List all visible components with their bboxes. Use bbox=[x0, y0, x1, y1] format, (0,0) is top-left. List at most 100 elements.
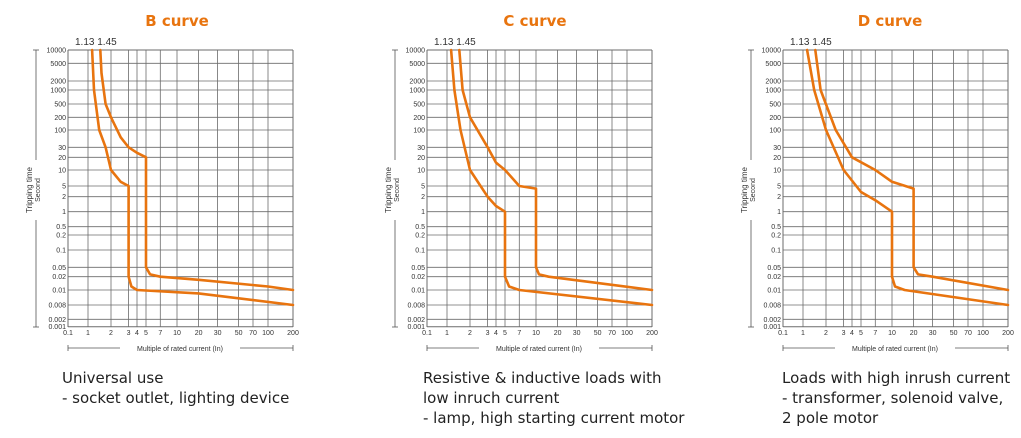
y-tick-label: 10 bbox=[417, 168, 425, 175]
c-curve-chart: 0.1 1 2 3 4 5 7 10 20 30 50 70 100 200100005000200010… bbox=[379, 37, 658, 353]
x-tick-label: 7 bbox=[873, 330, 877, 337]
y-tick-label: 30 bbox=[58, 145, 66, 152]
threshold-labels: 1.13 1.45 bbox=[434, 37, 476, 48]
x-tick-label: 2 bbox=[109, 330, 113, 337]
y-tick-label: 100 bbox=[769, 128, 781, 135]
x-tick-label: 100 bbox=[977, 330, 989, 337]
x-tick-label: 50 bbox=[950, 330, 958, 337]
y-tick-label: 1000 bbox=[409, 88, 425, 95]
y-tick-label: 0.008 bbox=[48, 303, 66, 310]
y-tick-label: 100 bbox=[54, 128, 66, 135]
c-curve-title: C curve bbox=[503, 12, 567, 30]
x-tick-label: 70 bbox=[608, 330, 616, 337]
x-tick-label: 70 bbox=[964, 330, 972, 337]
d-curve-chart: 0.1 1 2 3 4 5 7 10 20 30 50 70 100 200100005000200010… bbox=[735, 37, 1014, 353]
y-tick-label: 20 bbox=[773, 155, 781, 162]
y-tick-label: 0.001 bbox=[48, 324, 66, 331]
y-tick-label: 200 bbox=[413, 115, 425, 122]
y-tick-label: 5 bbox=[62, 184, 66, 191]
d-curve-description: Loads with high inrush current - transfo… bbox=[782, 368, 1010, 428]
y-axis-unit: Second bbox=[750, 178, 757, 202]
y-tick-label: 10 bbox=[773, 168, 781, 175]
y-tick-label: 200 bbox=[54, 115, 66, 122]
y-tick-label: 30 bbox=[773, 145, 781, 152]
y-tick-label: 5000 bbox=[409, 61, 425, 68]
y-tick-label: 0.05 bbox=[767, 265, 781, 272]
desc-line: Universal use bbox=[62, 369, 164, 387]
x-tick-label: 10 bbox=[888, 330, 896, 337]
x-tick-label: 20 bbox=[195, 330, 203, 337]
x-tick-label: 20 bbox=[910, 330, 918, 337]
desc-line: - socket outlet, lighting device bbox=[62, 389, 290, 407]
y-tick-label: 20 bbox=[58, 155, 66, 162]
x-tick-label: 1 bbox=[86, 330, 90, 337]
y-tick-label: 0.1 bbox=[771, 248, 781, 255]
y-tick-label: 0.01 bbox=[52, 288, 66, 295]
y-tick-label: 10000 bbox=[47, 48, 67, 55]
desc-line: low inruch current bbox=[423, 389, 560, 407]
x-tick-label: 10 bbox=[532, 330, 540, 337]
y-tick-label: 2000 bbox=[765, 79, 781, 86]
x-tick-label: 5 bbox=[144, 330, 148, 337]
y-tick-label: 0.02 bbox=[52, 274, 66, 281]
y-tick-label: 1 bbox=[421, 209, 425, 216]
threshold-labels: 1.13 1.45 bbox=[790, 37, 832, 48]
y-tick-label: 5000 bbox=[765, 61, 781, 68]
b-curve-chart: 0.1 1 2 3 4 5 7 10 20 30 50 70 100 200100005000200010… bbox=[20, 37, 299, 353]
y-tick-label: 30 bbox=[417, 145, 425, 152]
y-tick-label: 5 bbox=[777, 184, 781, 191]
trip-curve-upper bbox=[98, 48, 295, 292]
y-tick-label: 0.5 bbox=[771, 224, 781, 231]
y-tick-label: 0.2 bbox=[415, 233, 425, 240]
ylabel-bg bbox=[20, 160, 46, 220]
y-tick-label: 0.001 bbox=[763, 324, 781, 331]
plot-area: 0.1 1 2 3 4 5 7 10 20 30 50 70 100 200100005000200010… bbox=[379, 37, 658, 353]
desc-line: 2 pole motor bbox=[782, 409, 879, 427]
y-tick-label: 5000 bbox=[50, 61, 66, 68]
y-tick-label: 0.01 bbox=[411, 288, 425, 295]
y-tick-label: 0.002 bbox=[763, 317, 781, 324]
y-tick-label: 100 bbox=[413, 128, 425, 135]
y-tick-label: 2000 bbox=[50, 79, 66, 86]
y-tick-label: 0.02 bbox=[411, 274, 425, 281]
y-axis-label: Tripping time bbox=[25, 166, 34, 212]
y-tick-label: 0.1 bbox=[415, 248, 425, 255]
y-tick-label: 1000 bbox=[765, 88, 781, 95]
y-tick-label: 500 bbox=[769, 102, 781, 109]
x-tick-label: 4 bbox=[494, 330, 498, 337]
y-tick-label: 5 bbox=[421, 184, 425, 191]
y-tick-label: 1000 bbox=[50, 88, 66, 95]
y-tick-label: 2 bbox=[777, 194, 781, 201]
x-tick-label: 70 bbox=[249, 330, 257, 337]
plot-area: 0.1 1 2 3 4 5 7 10 20 30 50 70 100 200100005000200010… bbox=[20, 37, 299, 353]
y-tick-label: 0.05 bbox=[52, 265, 66, 272]
y-tick-label: 0.05 bbox=[411, 265, 425, 272]
d-curve-title: D curve bbox=[857, 12, 923, 30]
desc-line: - transformer, solenoid valve, bbox=[782, 389, 1004, 407]
x-tick-label: 10 bbox=[173, 330, 181, 337]
y-tick-label: 500 bbox=[54, 102, 66, 109]
x-tick-label: 1 bbox=[801, 330, 805, 337]
x-tick-label: 3 bbox=[127, 330, 131, 337]
x-tick-label: 2 bbox=[468, 330, 472, 337]
x-tick-label: 0.1 bbox=[778, 330, 788, 337]
x-tick-label: 1 bbox=[445, 330, 449, 337]
x-tick-label: 200 bbox=[646, 330, 658, 337]
y-tick-label: 2000 bbox=[409, 79, 425, 86]
y-axis-label: Tripping time bbox=[384, 166, 393, 212]
trip-curve-lower bbox=[449, 48, 654, 307]
y-tick-label: 10 bbox=[58, 168, 66, 175]
x-tick-label: 4 bbox=[135, 330, 139, 337]
x-tick-label: 30 bbox=[573, 330, 581, 337]
x-tick-label: 4 bbox=[850, 330, 854, 337]
desc-line: Loads with high inrush current bbox=[782, 369, 1011, 387]
x-axis-label: Multiple of rated current (In) bbox=[137, 346, 223, 353]
trip-curve-upper bbox=[457, 48, 654, 292]
y-tick-label: 2 bbox=[421, 194, 425, 201]
y-tick-label: 2 bbox=[62, 194, 66, 201]
y-tick-label: 0.2 bbox=[56, 233, 66, 240]
x-tick-label: 5 bbox=[859, 330, 863, 337]
x-tick-label: 20 bbox=[554, 330, 562, 337]
x-tick-label: 200 bbox=[287, 330, 299, 337]
y-tick-label: 200 bbox=[769, 115, 781, 122]
